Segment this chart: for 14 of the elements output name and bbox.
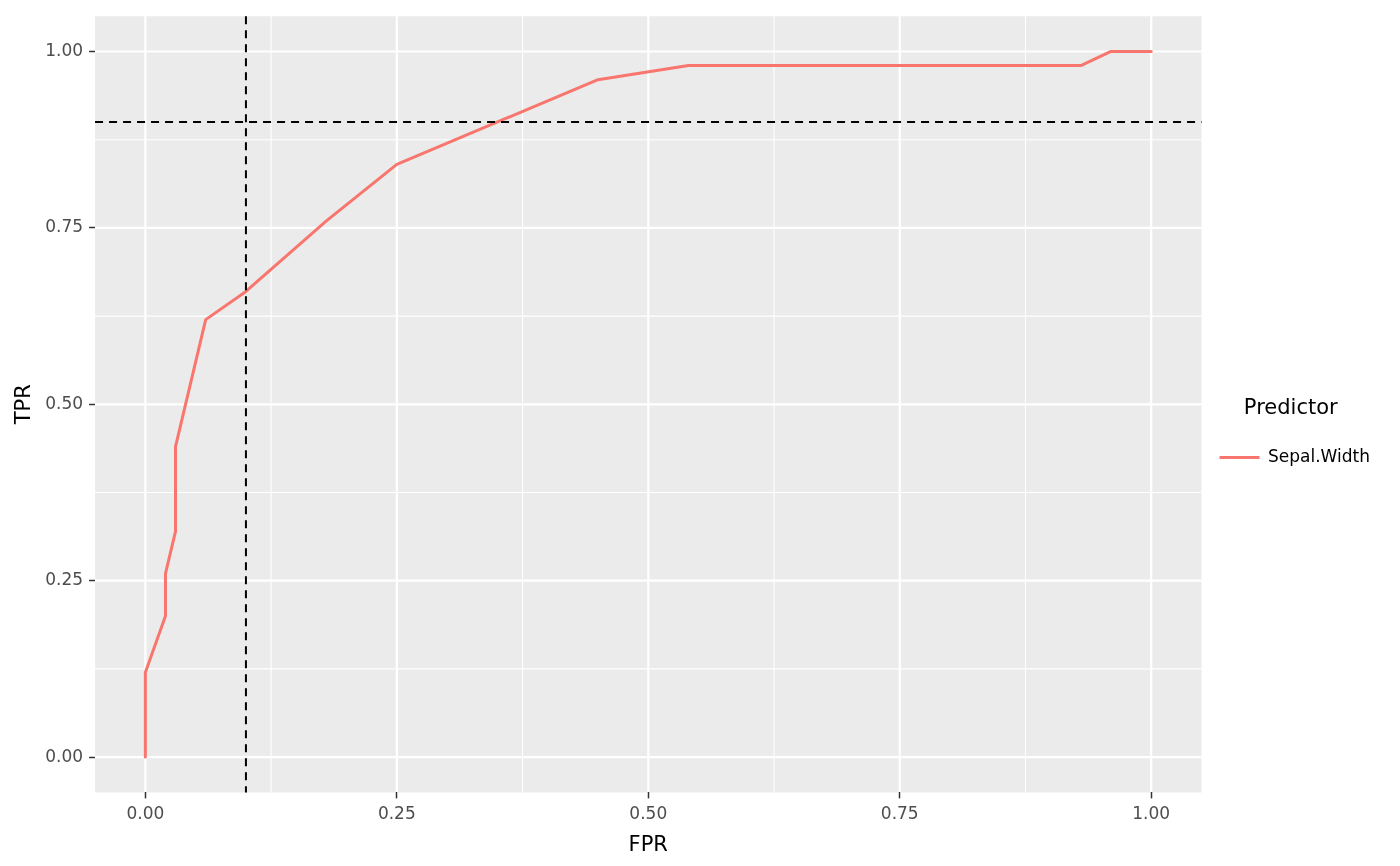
y-tick-label: 0.00 <box>45 745 84 766</box>
y-tick-label: 0.75 <box>45 216 84 237</box>
x-tick-label: 1.00 <box>1132 803 1171 824</box>
y-axis-title: TPR <box>11 384 36 426</box>
x-axis-title: FPR <box>628 831 668 856</box>
x-tick-label: 0.50 <box>629 803 668 824</box>
y-tick-label: 1.00 <box>45 39 84 60</box>
y-tick-label: 0.50 <box>45 392 84 413</box>
legend-title: Predictor <box>1243 394 1339 419</box>
legend-label: Sepal.Width <box>1268 446 1371 467</box>
x-tick-label: 0.25 <box>377 803 416 824</box>
y-tick-label: 0.25 <box>45 569 84 590</box>
x-tick-label: 0.00 <box>126 803 165 824</box>
x-tick-label: 0.75 <box>880 803 919 824</box>
